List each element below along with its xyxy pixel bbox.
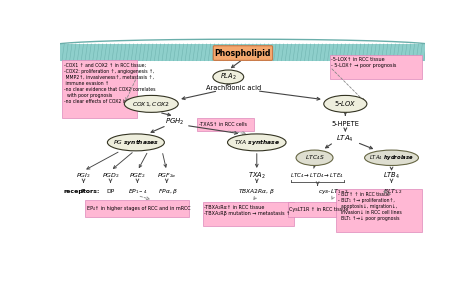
Ellipse shape (365, 150, 419, 166)
Text: $LTB_4$: $LTB_4$ (383, 170, 400, 181)
Text: $TXA_2$: $TXA_2$ (248, 170, 265, 181)
Text: $PG$ synthases: $PG$ synthases (113, 138, 159, 147)
Text: $LTA_4$: $LTA_4$ (337, 133, 354, 144)
Text: $PGI_2$: $PGI_2$ (76, 171, 91, 180)
Text: receptors:: receptors: (64, 189, 100, 194)
FancyBboxPatch shape (213, 46, 273, 61)
FancyBboxPatch shape (336, 189, 422, 232)
FancyBboxPatch shape (61, 44, 425, 61)
Text: -COX1 ↑ and COX2 ↑ in RCC tissue;
-COX2: proliferation ↑, angiogenesis ↑,
 MMP2↑: -COX1 ↑ and COX2 ↑ in RCC tissue; -COX2:… (64, 63, 155, 104)
Text: $TXA$ synthase: $TXA$ synthase (234, 138, 280, 147)
Text: $FP\alpha,\beta$: $FP\alpha,\beta$ (158, 187, 178, 196)
Text: Arachidonic acid: Arachidonic acid (206, 85, 261, 92)
Text: $PGD_2$: $PGD_2$ (101, 171, 119, 180)
Ellipse shape (213, 70, 244, 84)
Text: $BLT_{1,2}$: $BLT_{1,2}$ (383, 188, 403, 196)
Ellipse shape (296, 150, 333, 166)
Text: $COX1, COX2$: $COX1, COX2$ (132, 100, 171, 108)
Text: -TBXA₂Rα↑ in RCC tissue
-TBXA₂Rβ mutation → metastasis ↑: -TBXA₂Rα↑ in RCC tissue -TBXA₂Rβ mutatio… (204, 205, 291, 216)
Text: DP: DP (106, 189, 115, 194)
Text: $PGE_2$: $PGE_2$ (129, 171, 146, 180)
Text: $5$-$LOX$: $5$-$LOX$ (334, 99, 356, 108)
Text: $PLA_2$: $PLA_2$ (220, 72, 237, 82)
Text: $TBXA2R\alpha,\beta$: $TBXA2R\alpha,\beta$ (238, 187, 275, 196)
Ellipse shape (324, 95, 367, 112)
FancyBboxPatch shape (62, 60, 137, 118)
FancyBboxPatch shape (330, 54, 422, 79)
Text: $LTA_4$ hydrolase: $LTA_4$ hydrolase (369, 153, 414, 162)
Text: - BLT↑ ↑ in RCC tissue
- BLT₁ ↑→ proliferation↑,
  apoptosis↓, migration↓,
  inv: - BLT↑ ↑ in RCC tissue - BLT₁ ↑→ prolife… (337, 192, 401, 221)
Text: $cys$-$LT_{1-2}$: $cys$-$LT_{1-2}$ (318, 187, 349, 196)
Text: $LTC_4{\to}LTD_4{\to}LTE_4$: $LTC_4{\to}LTD_4{\to}LTE_4$ (290, 171, 344, 180)
FancyBboxPatch shape (198, 118, 254, 131)
Text: $PGH_2$: $PGH_2$ (164, 116, 184, 127)
Text: Phospholipid: Phospholipid (215, 48, 271, 57)
FancyBboxPatch shape (203, 203, 294, 225)
Text: $EP_{1-4}$: $EP_{1-4}$ (128, 187, 147, 196)
Text: $LTC_4S$: $LTC_4S$ (305, 153, 324, 162)
Text: EP₄↑ in higher stages of RCC and in mRCC: EP₄↑ in higher stages of RCC and in mRCC (87, 206, 190, 211)
Ellipse shape (108, 134, 164, 151)
Text: -TXAS↑ in RCC cells: -TXAS↑ in RCC cells (199, 122, 247, 127)
Ellipse shape (124, 95, 178, 112)
FancyBboxPatch shape (288, 203, 372, 217)
Text: 5-HPETE: 5-HPETE (331, 121, 359, 127)
FancyBboxPatch shape (85, 200, 189, 217)
Text: -5-LOX↑ in RCC tissue
- 5-LOX↑ → poor prognosis: -5-LOX↑ in RCC tissue - 5-LOX↑ → poor pr… (331, 57, 397, 68)
Text: IP: IP (81, 189, 86, 194)
Text: $PGF_{2\alpha}$: $PGF_{2\alpha}$ (157, 171, 177, 180)
Ellipse shape (228, 134, 286, 151)
Text: CysLT1R ↑ in RCC tissue: CysLT1R ↑ in RCC tissue (289, 207, 348, 212)
